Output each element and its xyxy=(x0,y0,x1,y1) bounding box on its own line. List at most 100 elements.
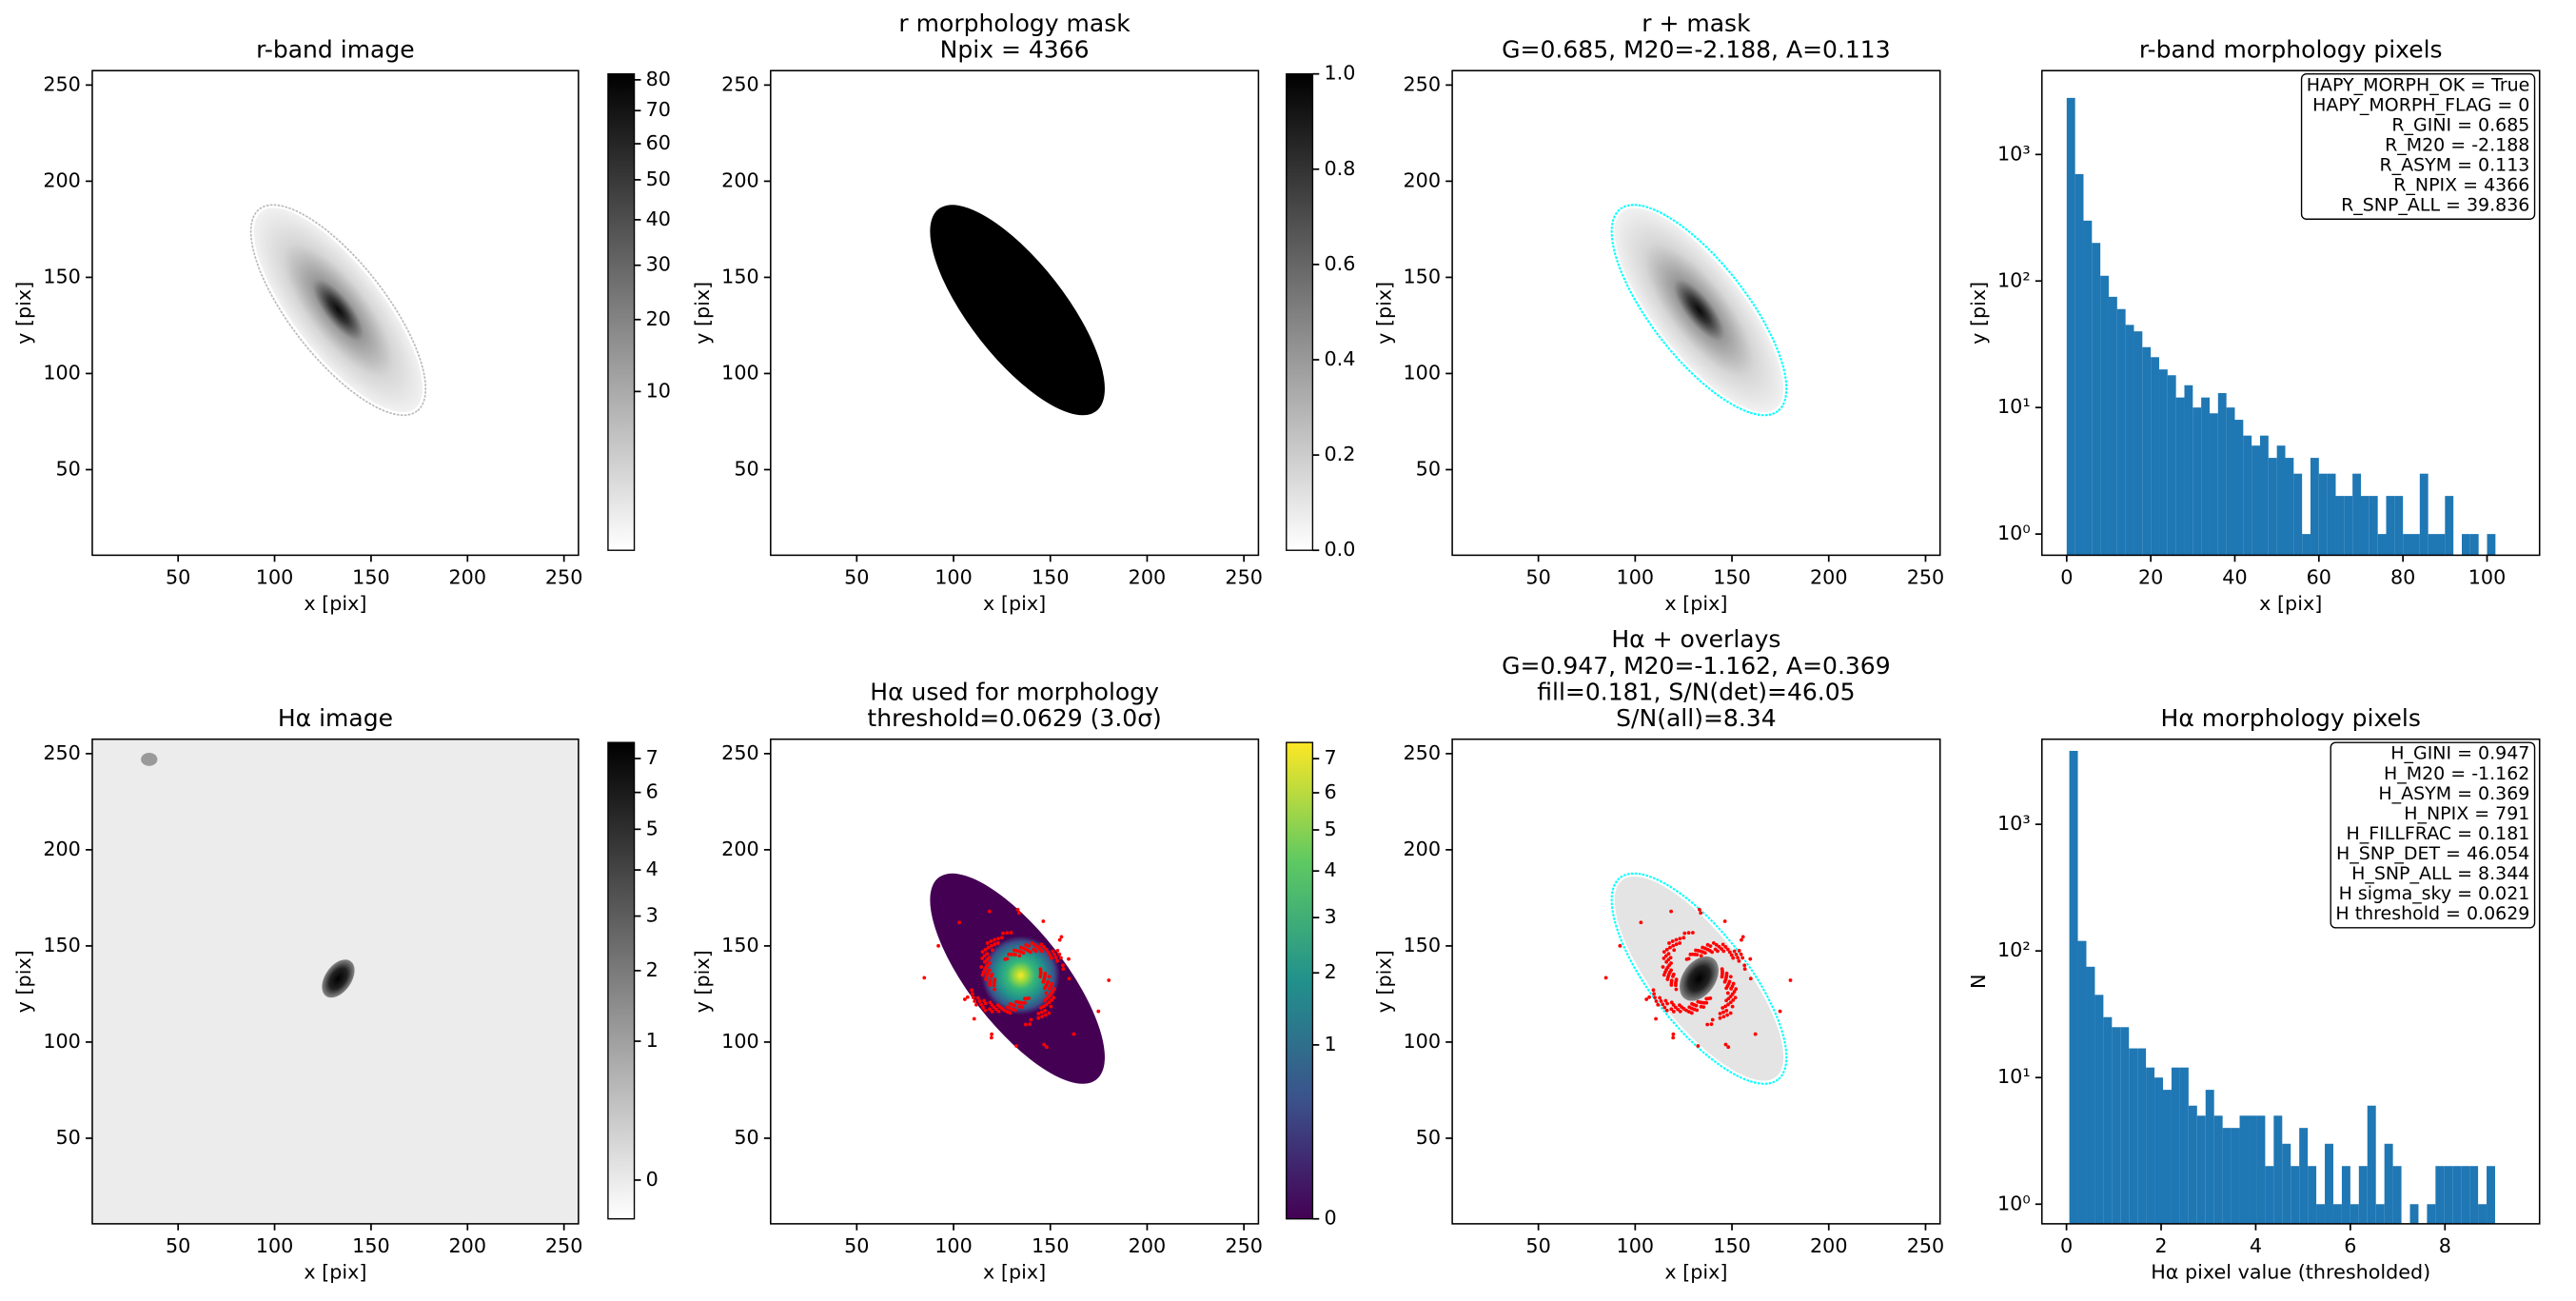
overlay-point xyxy=(1729,953,1734,957)
bar xyxy=(2069,750,2078,1224)
overlay-point xyxy=(1663,954,1668,958)
bar xyxy=(2360,496,2370,556)
overlay-point xyxy=(985,941,990,945)
colorbar-tick-label: 0.8 xyxy=(1324,157,1355,180)
overlay-point xyxy=(1705,942,1710,947)
overlay-point xyxy=(1664,959,1669,964)
bar xyxy=(2268,458,2277,556)
overlay-point xyxy=(1038,967,1043,972)
overlay-point xyxy=(1030,941,1034,945)
annotation-text: R_GINI = 0.685 xyxy=(2391,114,2529,135)
x-tick-label: 50 xyxy=(844,566,869,589)
overlay-point xyxy=(1005,931,1010,936)
overlay-point xyxy=(979,1002,983,1007)
overlay-point xyxy=(1737,958,1741,963)
overlay-point xyxy=(1053,956,1058,960)
colorbar-tick-label: 20 xyxy=(646,307,671,330)
overlay-point xyxy=(1736,956,1740,960)
overlay-point xyxy=(1710,1017,1715,1022)
overlay-point xyxy=(993,1007,998,1012)
overlay-point xyxy=(1699,954,1703,958)
y-axis-label: N xyxy=(1967,975,1990,989)
overlay-point xyxy=(1748,976,1753,981)
x-tick-label: 250 xyxy=(1907,1234,1945,1257)
bar xyxy=(2151,357,2159,556)
overlay-point xyxy=(1732,990,1737,994)
y-tick-label: 200 xyxy=(721,838,759,860)
overlay-point xyxy=(1701,1005,1706,1009)
bar xyxy=(2487,1166,2495,1224)
overlay-point xyxy=(993,987,997,992)
overlay-point xyxy=(1724,1008,1729,1013)
overlay-point xyxy=(1727,979,1732,984)
overlay-point xyxy=(1737,949,1741,953)
bar xyxy=(2302,534,2311,556)
overlay-point xyxy=(1023,1022,1028,1027)
overlay-point xyxy=(1055,949,1060,953)
overlay-point xyxy=(1725,991,1730,995)
overlay-point xyxy=(1671,1035,1676,1040)
annotation-text: H_NPIX = 791 xyxy=(2404,803,2529,824)
annotation-text: R_M20 = -2.188 xyxy=(2385,134,2529,155)
overlay-point xyxy=(1012,948,1016,953)
overlay-point xyxy=(993,942,997,947)
overlay-point xyxy=(1042,1042,1047,1047)
bar xyxy=(2392,1166,2402,1224)
overlay-point xyxy=(1047,975,1052,979)
overlay-point xyxy=(1058,956,1063,960)
bar xyxy=(2137,1048,2147,1224)
x-tick-label: 100 xyxy=(256,1234,294,1257)
x-tick-label: 150 xyxy=(1713,566,1751,589)
overlay-point xyxy=(1678,1009,1682,1014)
bar xyxy=(2112,1027,2121,1224)
x-tick-label: 250 xyxy=(545,1234,583,1257)
overlay-point xyxy=(1662,973,1666,977)
overlay-point xyxy=(990,1002,994,1007)
x-tick-label: 200 xyxy=(449,566,487,589)
bar xyxy=(2282,1143,2291,1224)
y-tick-label: 200 xyxy=(721,168,759,191)
x-tick-label: 100 xyxy=(1617,1234,1655,1257)
bar xyxy=(2478,1204,2488,1224)
colorbar-tick-label: 0.2 xyxy=(1324,443,1355,465)
overlay-point xyxy=(1732,949,1737,954)
overlay-point xyxy=(1107,978,1111,982)
annotation-box xyxy=(2300,72,2536,220)
overlay-point xyxy=(1699,911,1703,916)
overlay-point xyxy=(1665,977,1670,981)
overlay-point xyxy=(1040,1015,1044,1019)
bar xyxy=(2293,473,2303,556)
overlay-point xyxy=(1041,1004,1046,1009)
overlay-point xyxy=(992,1005,996,1010)
overlay-point xyxy=(1671,1032,1676,1036)
y-tick-label: 100 xyxy=(1403,361,1441,384)
overlay-point xyxy=(1740,956,1745,960)
overlay-point xyxy=(1686,1010,1691,1014)
y-tick-label: 10¹ xyxy=(1997,1065,2031,1088)
galaxy xyxy=(249,204,427,417)
bar xyxy=(2142,346,2152,556)
overlay-point xyxy=(1713,947,1718,952)
overlay-point xyxy=(1009,931,1013,935)
overlay-point xyxy=(977,999,982,1003)
overlay-point xyxy=(1728,975,1733,979)
bar xyxy=(2108,296,2117,556)
overlay-point xyxy=(1695,1008,1700,1013)
galaxy-light xyxy=(1614,207,1784,413)
y-axis-label: y [pix] xyxy=(1372,950,1395,1013)
bar xyxy=(2487,534,2496,556)
bar xyxy=(2066,97,2075,556)
overlay-point xyxy=(1039,1010,1044,1015)
x-tick-label: 4 xyxy=(2250,1234,2262,1257)
overlay-point xyxy=(1663,998,1668,1003)
overlay-point xyxy=(1731,956,1736,960)
y-tick-label: 100 xyxy=(1403,1030,1441,1053)
overlay-point xyxy=(1035,944,1040,949)
overlay-point xyxy=(1726,1002,1730,1007)
overlay-point xyxy=(1046,979,1051,984)
overlay-point xyxy=(1701,945,1705,950)
overlay-point xyxy=(1017,954,1022,958)
bar xyxy=(2436,534,2446,556)
